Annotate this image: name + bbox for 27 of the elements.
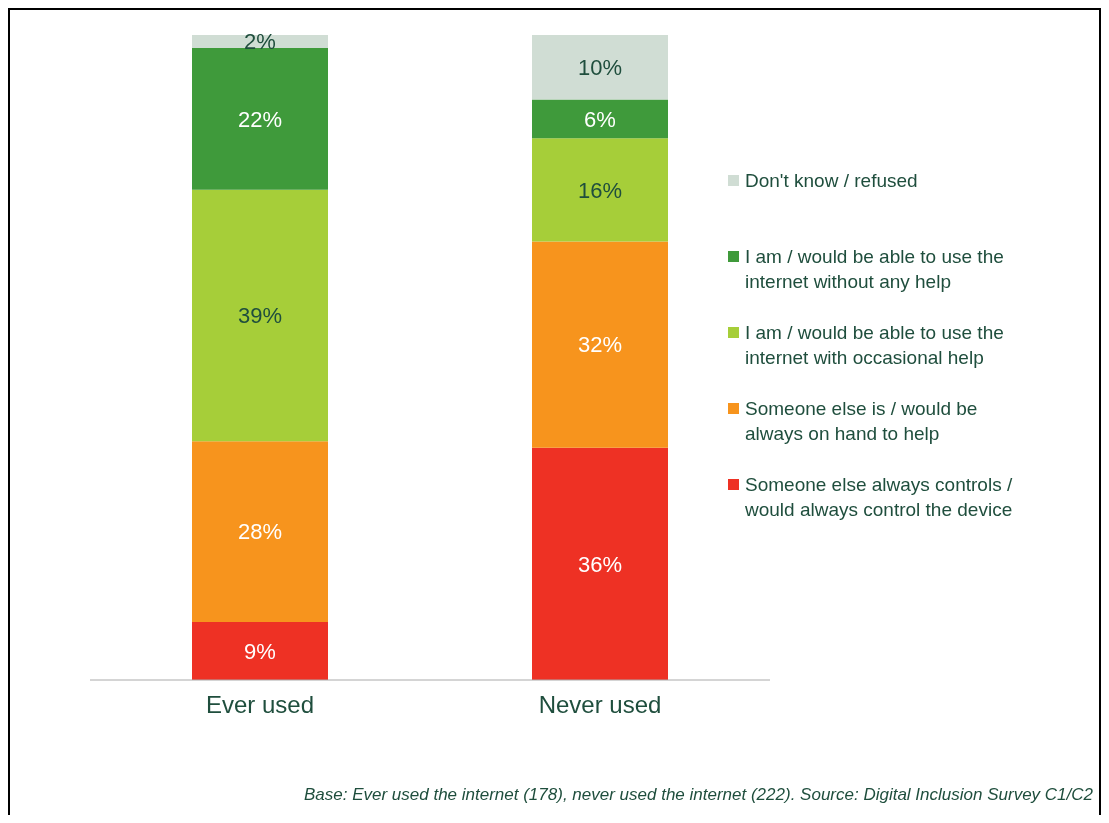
bar <box>192 189 328 442</box>
legend-label: Don't know / refused <box>745 169 918 193</box>
bar <box>192 621 328 680</box>
x-tick-label: Never used <box>538 691 662 719</box>
bar <box>532 35 668 100</box>
data-label: 32% <box>577 332 623 358</box>
bar <box>192 441 328 622</box>
data-label: 16% <box>577 177 623 203</box>
data-label: 39% <box>237 303 283 329</box>
data-label: 6% <box>584 106 616 132</box>
data-label: 28% <box>237 519 283 545</box>
bar <box>532 138 668 242</box>
data-label: 10% <box>577 55 623 81</box>
x-tick-label: Ever used <box>205 691 315 719</box>
legend-label: I am / would be able to use the internet with occasional help <box>745 321 1005 370</box>
data-label: 36% <box>577 551 623 577</box>
legend-label: Someone else always controls / would always control the device <box>745 473 1014 522</box>
bar <box>532 447 668 680</box>
bar <box>532 241 668 448</box>
bar <box>532 99 668 139</box>
text: Base: Ever used the internet (178), never used the internet (222). Source: Digital Inclusion Survey C1/C2 <box>303 785 1093 805</box>
data-label: 2% <box>244 29 276 55</box>
data-label: 9% <box>244 638 276 664</box>
data-label: 22% <box>237 106 283 132</box>
legend-label: I am / would be able to use the internet without any help <box>745 245 1005 294</box>
legend-label: Someone else is / would be always on hand to help <box>745 397 979 446</box>
bar <box>192 47 328 190</box>
